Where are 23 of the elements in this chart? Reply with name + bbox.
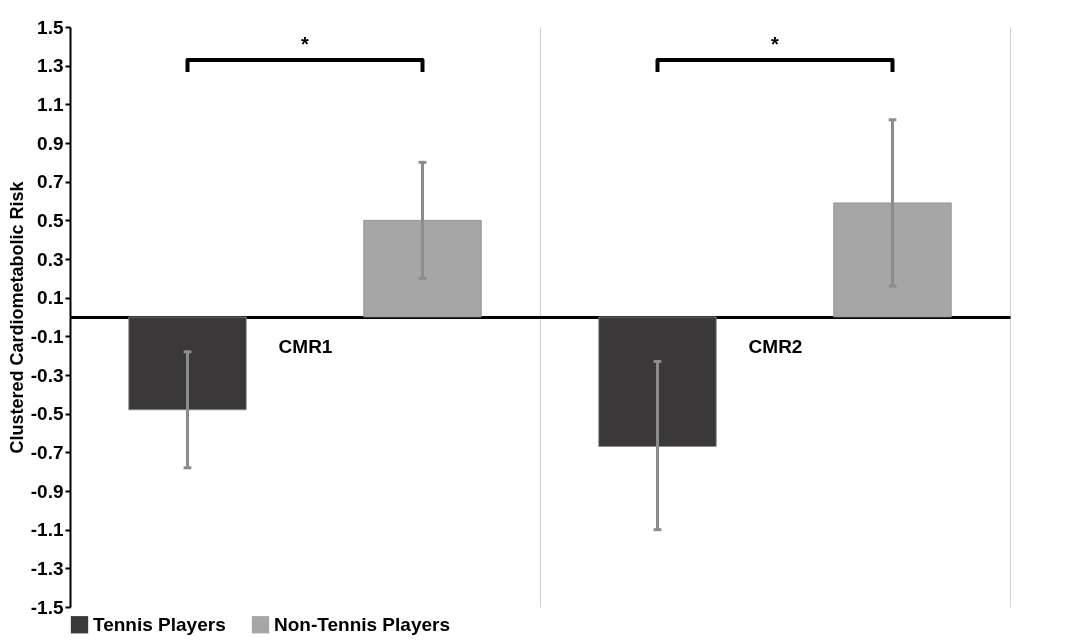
y-tick-label: -0.9 xyxy=(30,480,64,502)
y-tick-label: 0.3 xyxy=(37,248,64,270)
legend-label: Tennis Players xyxy=(93,613,226,635)
y-tick-label: -1.3 xyxy=(30,557,64,579)
x-tick-label: CMR1 xyxy=(278,335,333,357)
y-tick-label: -1.1 xyxy=(30,519,64,541)
y-tick-label: 0.7 xyxy=(37,171,64,193)
x-tick-label: CMR2 xyxy=(748,335,803,357)
y-axis-title: Clustered Cardiometabolic Risk xyxy=(6,180,27,454)
annotation: * xyxy=(771,33,780,55)
y-tick-label: 0.1 xyxy=(37,287,64,309)
y-tick-label: -0.5 xyxy=(30,403,64,425)
y-tick-label: -0.7 xyxy=(30,441,64,463)
annotation: * xyxy=(301,33,310,55)
y-tick-label: -0.3 xyxy=(30,364,64,386)
y-tick-label: -0.1 xyxy=(30,325,64,347)
legend-label: Non-Tennis Players xyxy=(274,613,450,635)
y-tick-label: -1.5 xyxy=(30,596,64,618)
y-tick-label: 0.5 xyxy=(37,209,64,231)
y-tick-label: 0.9 xyxy=(37,132,64,154)
y-tick-label: 1.5 xyxy=(37,16,64,38)
y-tick-label: 1.1 xyxy=(37,93,64,115)
y-tick-label: 1.3 xyxy=(37,55,64,77)
